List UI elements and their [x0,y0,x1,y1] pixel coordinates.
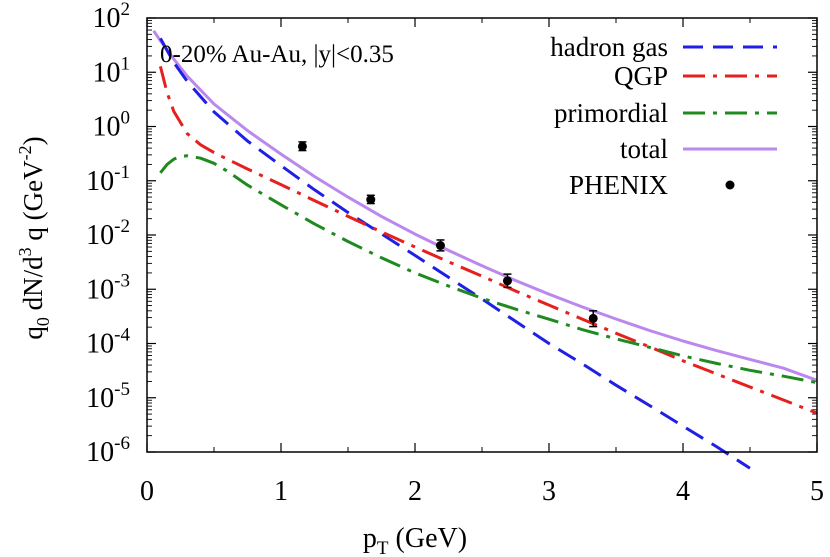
y-tick-base: 10 [86,166,114,197]
x-axis-label-unit: (GeV) [396,523,468,554]
y-tick-label: 10-5 [86,379,130,414]
y-tick-exponent: -6 [114,433,130,454]
y-tick-label: 10-2 [86,216,130,251]
x-tick-label: 0 [140,476,154,507]
series-layer [152,29,818,470]
y-axis-label-close: ) [18,136,48,145]
x-tick-label: 1 [274,476,288,507]
y-tick-label: 10-4 [86,325,130,360]
y-tick-exponent: -3 [114,270,130,291]
y-tick-base: 10 [86,329,114,360]
series-line-total [152,29,818,382]
y-tick-base: 10 [86,383,114,414]
x-axis-label-space [389,523,396,554]
y-axis-label-unit-sup: -2 [15,145,35,160]
data-point [366,195,376,205]
y-tick-exponent: 0 [121,108,131,129]
y-tick-exponent: 2 [121,0,131,20]
series-line-primordial [159,154,818,385]
x-tick-label: 5 [810,476,824,507]
plot-frame [146,17,818,453]
y-axis-label-space3 [18,220,48,227]
y-axis-label-q-sub: 0 [33,317,53,326]
x-axis-label: pT (GeV) [363,523,467,557]
data-point [588,313,598,323]
legend-label-qgp: QGP [614,61,668,91]
series-line-hadron-gas [159,37,751,470]
data-point [502,276,512,286]
x-tick-label: 2 [408,476,422,507]
y-tick-base: 10 [93,3,121,34]
legend-label-phenix: PHENIX [569,170,668,200]
y-axis-label-dn: dN/d [18,256,48,311]
series-line-qgp [158,66,818,415]
annotation-label: 0-20% Au-Au, |y|<0.35 [160,41,394,68]
data-points-layer [297,141,598,328]
legend-marker-phenix [725,180,735,190]
x-tick-label: 4 [676,476,690,507]
x-axis-label-p: p [363,523,377,554]
y-tick-label: 100 [93,108,131,143]
y-tick-label: 102 [93,0,131,34]
data-point [297,141,307,151]
y-axis-label-q: q [18,326,48,340]
y-tick-label: 10-3 [86,270,130,305]
y-tick-base: 10 [86,274,114,305]
y-tick-label: 10-6 [86,433,130,468]
y-tick-exponent: -2 [114,216,130,237]
y-axis-label: q0 dN/d3 q (GeV-2) [15,136,53,339]
data-point [435,241,445,251]
y-tick-base: 10 [86,437,114,468]
y-tick-base: 10 [93,57,121,88]
y-axis-label-unit: (GeV [18,160,48,220]
y-axis-label-space2 [18,241,48,248]
y-axis-label-q2: q [18,227,48,241]
y-tick-exponent: -5 [114,379,130,400]
y-tick-base: 10 [86,220,114,251]
y-tick-exponent: 1 [121,53,131,74]
x-tick-label: 3 [542,476,556,507]
y-tick-exponent: -4 [114,325,130,346]
legend-label-total: total [620,134,668,164]
y-tick-base: 10 [93,112,121,143]
y-axis-label-dn-sup: 3 [15,247,35,256]
x-axis-label-sub: T [377,538,389,557]
legend-label-hadron-gas: hadron gas [550,32,668,62]
legend-label-primordial: primordial [554,98,668,128]
y-tick-label: 10-1 [86,162,130,197]
y-tick-exponent: -1 [114,162,130,183]
y-tick-label: 101 [93,53,131,88]
y-axis-label-space1 [18,310,48,317]
